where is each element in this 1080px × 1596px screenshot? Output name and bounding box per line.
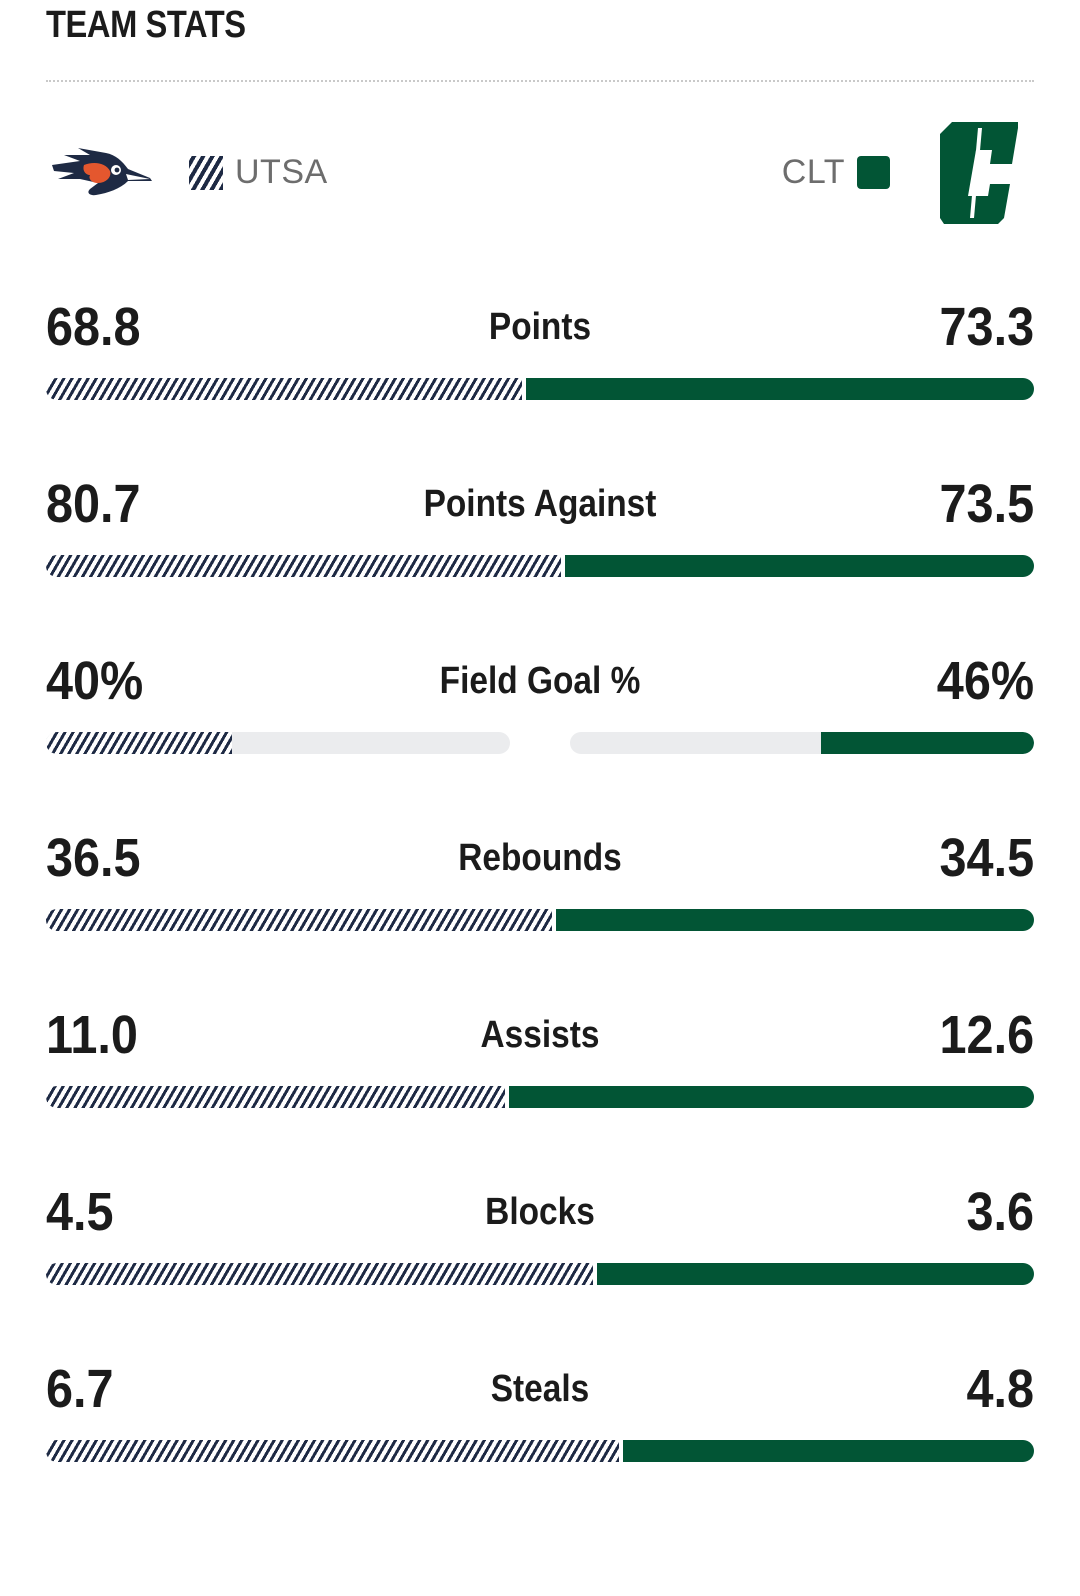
away-stat-value: 4.5: [46, 1182, 114, 1242]
stat-row: 40% Field Goal % 46%: [46, 650, 1034, 800]
away-bar-segment: [46, 555, 561, 577]
away-bar-segment: [46, 909, 552, 931]
home-bar-segment: [509, 1086, 1034, 1108]
home-bar-segment: [556, 909, 1034, 931]
comparison-bar: [46, 1263, 1034, 1285]
home-stat-value: 73.5: [939, 474, 1034, 534]
comparison-bar: [46, 378, 1034, 400]
charlotte-c-logo-icon[interactable]: [938, 120, 1022, 224]
stat-row: 4.5 Blocks 3.6: [46, 1181, 1034, 1331]
stat-row: 36.5 Rebounds 34.5: [46, 827, 1034, 977]
home-percent-fill: [820, 732, 1034, 754]
stat-row: 68.8 Points 73.3: [46, 296, 1034, 446]
away-bar-segment: [46, 1263, 593, 1285]
comparison-bar: [46, 1086, 1034, 1108]
roadrunner-logo-icon[interactable]: [50, 145, 154, 201]
home-stat-value: 12.6: [939, 1005, 1034, 1065]
striped-swatch-icon: [189, 155, 223, 190]
stat-row: 6.7 Steals 4.8: [46, 1358, 1034, 1508]
comparison-bar: [46, 732, 1034, 754]
home-bar-segment: [623, 1440, 1034, 1462]
stat-label: Field Goal %: [439, 660, 641, 702]
away-stat-value: 40%: [46, 651, 144, 711]
stat-label: Points Against: [423, 483, 657, 525]
stat-label: Rebounds: [458, 837, 622, 879]
home-team-abbr: CLT: [781, 153, 845, 191]
away-bar-segment: [46, 1086, 505, 1108]
home-stat-value: 3.6: [966, 1182, 1034, 1242]
stat-row: 11.0 Assists 12.6: [46, 1004, 1034, 1154]
divider: [46, 80, 1034, 82]
stat-label: Points: [488, 306, 592, 348]
stat-label: Blocks: [485, 1191, 595, 1233]
legend-home: CLT: [782, 153, 890, 192]
away-stat-value: 36.5: [46, 828, 141, 888]
teams-legend-row: UTSA CLT: [46, 115, 1034, 235]
home-bar-segment: [526, 378, 1034, 400]
home-bar-segment: [565, 555, 1034, 577]
home-bar-segment: [597, 1263, 1034, 1285]
solid-swatch-icon: [857, 156, 890, 189]
stat-row: 80.7 Points Against 73.5: [46, 473, 1034, 623]
away-bar-segment: [46, 378, 522, 400]
stat-label: Assists: [480, 1014, 600, 1056]
comparison-bar: [46, 1440, 1034, 1462]
away-stat-value: 80.7: [46, 474, 141, 534]
home-percent-track: [570, 732, 1034, 754]
away-bar-segment: [46, 1440, 619, 1462]
away-stat-value: 68.8: [46, 297, 141, 357]
comparison-bar: [46, 555, 1034, 577]
away-team-abbr: UTSA: [235, 153, 328, 191]
away-percent-track: [46, 732, 510, 754]
legend-away: UTSA: [189, 153, 328, 192]
home-stat-value: 73.3: [939, 297, 1034, 357]
away-stat-value: 11.0: [46, 1005, 138, 1065]
home-stat-value: 46%: [936, 651, 1034, 711]
away-stat-value: 6.7: [46, 1359, 114, 1419]
home-stat-value: 4.8: [966, 1359, 1034, 1419]
stat-label: Steals: [490, 1368, 590, 1410]
comparison-bar: [46, 909, 1034, 931]
home-stat-value: 34.5: [939, 828, 1034, 888]
section-title: TEAM STATS: [46, 4, 246, 46]
away-percent-fill: [46, 732, 232, 754]
